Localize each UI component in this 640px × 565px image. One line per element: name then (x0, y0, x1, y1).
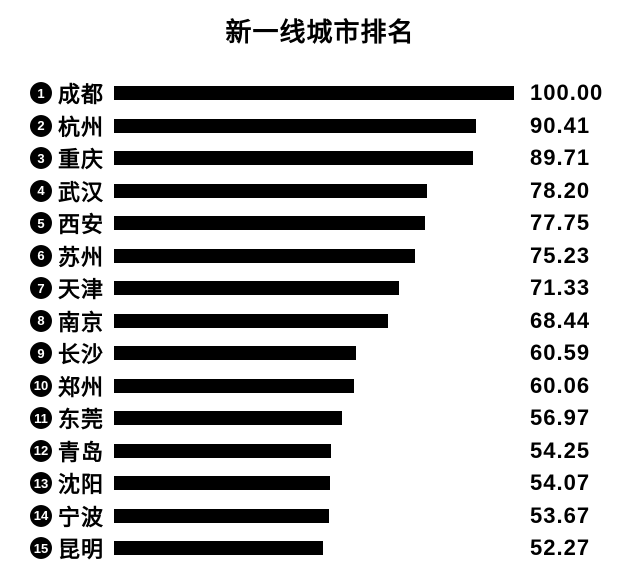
bar-track (114, 509, 514, 523)
bar-fill (114, 86, 514, 100)
bar-row: 11 东莞 56.97 (30, 402, 616, 435)
bar-fill (114, 509, 329, 523)
bar-track (114, 541, 514, 555)
value-label: 77.75 (530, 210, 616, 236)
value-label: 52.27 (530, 535, 616, 561)
city-label: 成都 (58, 77, 114, 109)
bar-row: 6 苏州 75.23 (30, 240, 616, 273)
rank-badge: 4 (30, 180, 52, 202)
rank-badge: 14 (30, 505, 52, 527)
city-label: 天津 (58, 272, 114, 304)
bar-row: 3 重庆 89.71 (30, 142, 616, 175)
rank-badge: 2 (30, 115, 52, 137)
bar-row: 15 昆明 52.27 (30, 532, 616, 565)
chart-title: 新一线城市排名 (0, 12, 640, 49)
city-label: 南京 (58, 305, 114, 337)
bar-row: 13 沈阳 54.07 (30, 467, 616, 500)
bar-fill (114, 281, 399, 295)
bar-fill (114, 411, 342, 425)
bar-fill (114, 249, 415, 263)
rank-badge: 9 (30, 342, 52, 364)
bar-fill (114, 119, 476, 133)
rank-badge: 10 (30, 375, 52, 397)
bar-fill (114, 444, 331, 458)
ranking-chart: 新一线城市排名 1 成都 100.00 2 杭州 90.41 3 重庆 89.71 4 武汉 78.2… (0, 0, 640, 562)
value-label: 60.06 (530, 373, 616, 399)
bar-track (114, 119, 514, 133)
bar-track (114, 281, 514, 295)
chart-rows: 1 成都 100.00 2 杭州 90.41 3 重庆 89.71 4 武汉 78.20 5 西安 77.7… (0, 77, 640, 565)
bar-row: 4 武汉 78.20 (30, 175, 616, 208)
city-label: 武汉 (58, 175, 114, 207)
bar-fill (114, 379, 354, 393)
bar-track (114, 184, 514, 198)
rank-badge: 3 (30, 147, 52, 169)
bar-fill (114, 184, 427, 198)
bar-fill (114, 216, 425, 230)
value-label: 60.59 (530, 340, 616, 366)
bar-track (114, 379, 514, 393)
rank-badge: 8 (30, 310, 52, 332)
city-label: 杭州 (58, 110, 114, 142)
value-label: 68.44 (530, 308, 616, 334)
bar-row: 8 南京 68.44 (30, 305, 616, 338)
city-label: 苏州 (58, 240, 114, 272)
bar-track (114, 476, 514, 490)
bar-row: 9 长沙 60.59 (30, 337, 616, 370)
bar-row: 14 宁波 53.67 (30, 500, 616, 533)
rank-badge: 12 (30, 440, 52, 462)
value-label: 78.20 (530, 178, 616, 204)
bar-fill (114, 151, 473, 165)
value-label: 89.71 (530, 145, 616, 171)
city-label: 青岛 (58, 435, 114, 467)
rank-badge: 6 (30, 245, 52, 267)
bar-track (114, 411, 514, 425)
bar-row: 7 天津 71.33 (30, 272, 616, 305)
bar-row: 5 西安 77.75 (30, 207, 616, 240)
city-label: 长沙 (58, 337, 114, 369)
bar-track (114, 444, 514, 458)
rank-badge: 13 (30, 472, 52, 494)
value-label: 71.33 (530, 275, 616, 301)
rank-badge: 15 (30, 537, 52, 559)
value-label: 54.25 (530, 438, 616, 464)
value-label: 54.07 (530, 470, 616, 496)
bar-row: 1 成都 100.00 (30, 77, 616, 110)
rank-badge: 5 (30, 212, 52, 234)
value-label: 56.97 (530, 405, 616, 431)
bar-track (114, 249, 514, 263)
rank-badge: 7 (30, 277, 52, 299)
bar-fill (114, 476, 330, 490)
value-label: 90.41 (530, 113, 616, 139)
bar-row: 10 郑州 60.06 (30, 370, 616, 403)
value-label: 100.00 (530, 80, 616, 106)
city-label: 西安 (58, 207, 114, 239)
value-label: 53.67 (530, 503, 616, 529)
city-label: 宁波 (58, 500, 114, 532)
city-label: 沈阳 (58, 467, 114, 499)
city-label: 东莞 (58, 402, 114, 434)
bar-track (114, 346, 514, 360)
bar-row: 2 杭州 90.41 (30, 110, 616, 143)
bar-track (114, 151, 514, 165)
bar-track (114, 314, 514, 328)
bar-track (114, 86, 514, 100)
rank-badge: 1 (30, 82, 52, 104)
bar-row: 12 青岛 54.25 (30, 435, 616, 468)
city-label: 昆明 (58, 532, 114, 564)
bar-fill (114, 541, 323, 555)
bar-fill (114, 346, 356, 360)
bar-track (114, 216, 514, 230)
city-label: 重庆 (58, 142, 114, 174)
bar-fill (114, 314, 388, 328)
rank-badge: 11 (30, 407, 52, 429)
city-label: 郑州 (58, 370, 114, 402)
value-label: 75.23 (530, 243, 616, 269)
